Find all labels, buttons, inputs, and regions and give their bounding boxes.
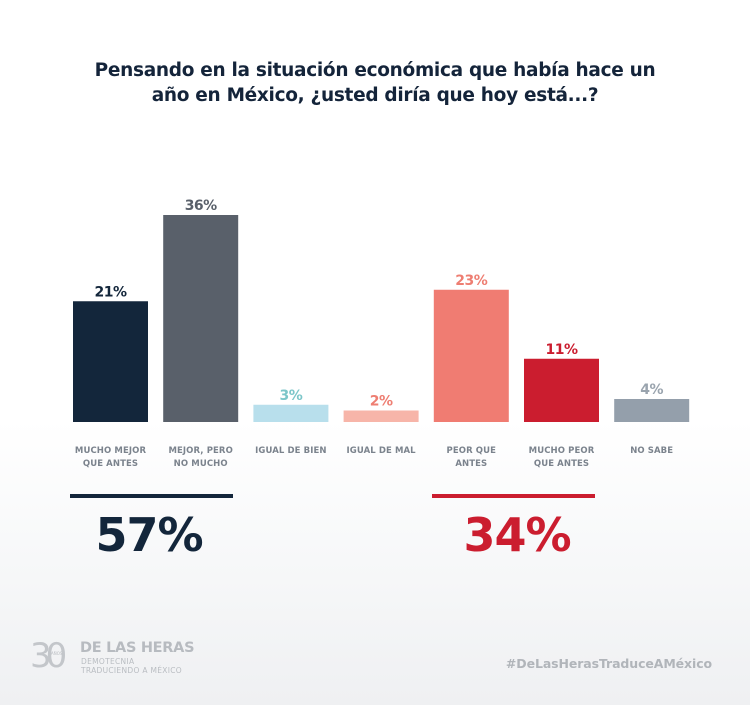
bar-4 [343, 410, 419, 422]
category-label-line: NO MUCHO [173, 459, 228, 469]
total-better-line [70, 494, 233, 498]
bar-2 [163, 215, 239, 422]
chart-title-line-1: Pensando en la situación económica que h… [94, 60, 656, 81]
category-label-4: IGUAL DE MAL [331, 445, 431, 458]
bar-value-label-7: 4% [640, 382, 663, 398]
bar-value-label-6: 11% [545, 342, 577, 358]
category-label-line: QUE ANTES [533, 459, 590, 469]
bar-value-label-4: 2% [370, 394, 393, 410]
category-label-line: QUE ANTES [82, 459, 139, 469]
chart-title: Pensando en la situación económica que h… [0, 58, 750, 108]
category-label-line: ANTES [455, 459, 488, 469]
chart-title-line-2: año en México, ¿usted diría que hoy está… [151, 85, 599, 106]
category-label-line: PEOR QUE [446, 446, 497, 456]
bar-value-label-5: 23% [455, 273, 487, 289]
logo-company-name: DE LAS HERAS [80, 640, 195, 656]
category-label-line: IGUAL DE MAL [346, 446, 416, 456]
bar-3 [253, 404, 329, 422]
category-label-2: MEJOR, PERO NO MUCHO [151, 445, 251, 471]
hashtag: #DeLasHerasTraduceAMéxico [505, 656, 712, 671]
category-label-5: PEOR QUE ANTES [421, 445, 521, 471]
category-label-line: MUCHO MEJOR [74, 446, 147, 456]
logo-subtitle-2: TRADUCIENDO A MÉXICO [81, 666, 182, 675]
logo-subtitle-1: DEMOTECNIA [81, 657, 135, 666]
bar-1 [73, 301, 148, 422]
category-label-3: IGUAL DE BIEN [241, 445, 341, 458]
logo-anos-text: AÑOS [51, 651, 63, 656]
category-label-line: NO SABE [630, 446, 674, 456]
bar-chart: 21% 36% 3% 2% 23% 11% 4% [73, 198, 690, 422]
total-worse-line [432, 494, 595, 498]
bar-value-label-3: 3% [280, 388, 303, 404]
category-label-line: MEJOR, PERO [168, 446, 233, 456]
bar-value-label-1: 21% [94, 284, 126, 300]
category-label-line: MUCHO PEOR [528, 446, 595, 456]
category-label-line: IGUAL DE BIEN [255, 446, 327, 456]
bar-6 [524, 358, 599, 422]
bar-value-label-2: 36% [185, 198, 217, 214]
logo-30-anos-icon: 30 [30, 636, 67, 676]
total-better-value: 57% [95, 508, 203, 562]
category-label-7: NO SABE [602, 445, 702, 458]
bar-7 [614, 399, 690, 422]
category-label-6: MUCHO PEOR QUE ANTES [512, 445, 612, 471]
total-worse-value: 34% [463, 508, 571, 562]
category-label-1: MUCHO MEJOR QUE ANTES [61, 445, 161, 471]
bar-5 [433, 289, 509, 422]
